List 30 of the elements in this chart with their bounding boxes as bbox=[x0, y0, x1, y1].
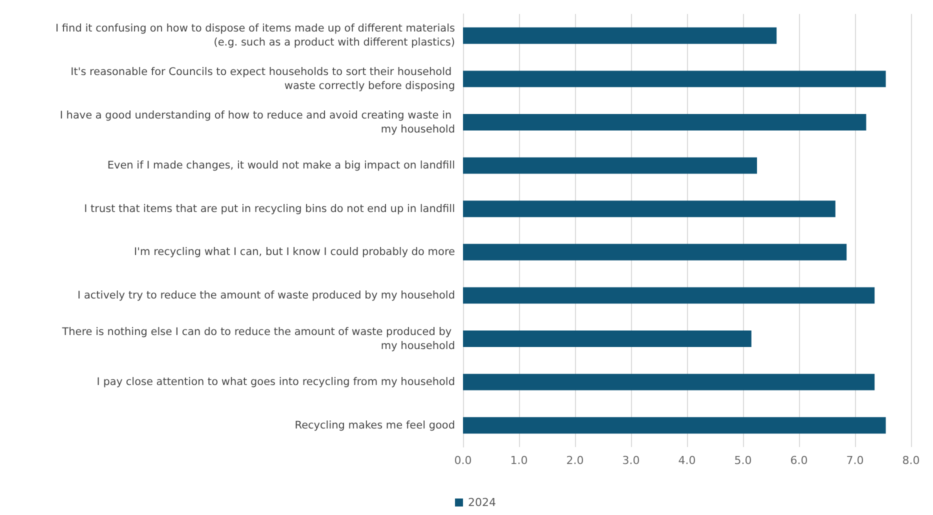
x-tick-label: 6.0 bbox=[790, 454, 808, 467]
bar bbox=[463, 244, 847, 260]
x-tick-label: 3.0 bbox=[622, 454, 640, 467]
y-tick-label: I'm recycling what I can, but I know I could probably do more bbox=[134, 246, 455, 258]
y-tick-label: I pay close attention to what goes into recycling from my household bbox=[96, 376, 455, 388]
bar bbox=[463, 70, 886, 88]
x-tick-label: 1.0 bbox=[510, 454, 528, 467]
bar bbox=[463, 114, 866, 130]
bar bbox=[463, 27, 777, 44]
x-tick-label: 5.0 bbox=[734, 454, 752, 467]
bar bbox=[463, 200, 836, 218]
bar bbox=[463, 157, 757, 174]
x-tick-label: 8.0 bbox=[902, 454, 920, 467]
x-tick-label: 0.0 bbox=[454, 454, 472, 467]
bar bbox=[463, 417, 886, 434]
x-tick-label: 2.0 bbox=[566, 454, 584, 467]
y-tick-label: Even if I made changes, it would not make a big impact on landfill bbox=[107, 160, 455, 172]
y-tick-label: I have a good understanding of how to reduce and avoid creating waste in my household bbox=[60, 109, 455, 136]
y-tick-label: It's reasonable for Councils to expect households to sort their household waste correctly before disposing bbox=[70, 66, 455, 92]
y-tick-label: There is nothing else I can do to reduce the amount of waste produced by my household bbox=[61, 326, 455, 352]
y-tick-label: I find it confusing on how to dispose of items made up of different materials (e.g. such as a product with different plastics) bbox=[56, 22, 455, 49]
x-tick-label: 7.0 bbox=[846, 454, 864, 467]
legend-label: 2024 bbox=[468, 496, 496, 509]
bar bbox=[463, 330, 752, 347]
bar bbox=[463, 287, 875, 304]
y-tick-label: I trust that items that are put in recycling bins do not end up in landfill bbox=[84, 202, 455, 215]
y-tick-label: Recycling makes me feel good bbox=[294, 419, 455, 432]
bar bbox=[463, 374, 875, 390]
x-tick-label: 4.0 bbox=[678, 454, 696, 467]
y-tick-label: I actively try to reduce the amount of waste produced by my household bbox=[78, 289, 455, 302]
